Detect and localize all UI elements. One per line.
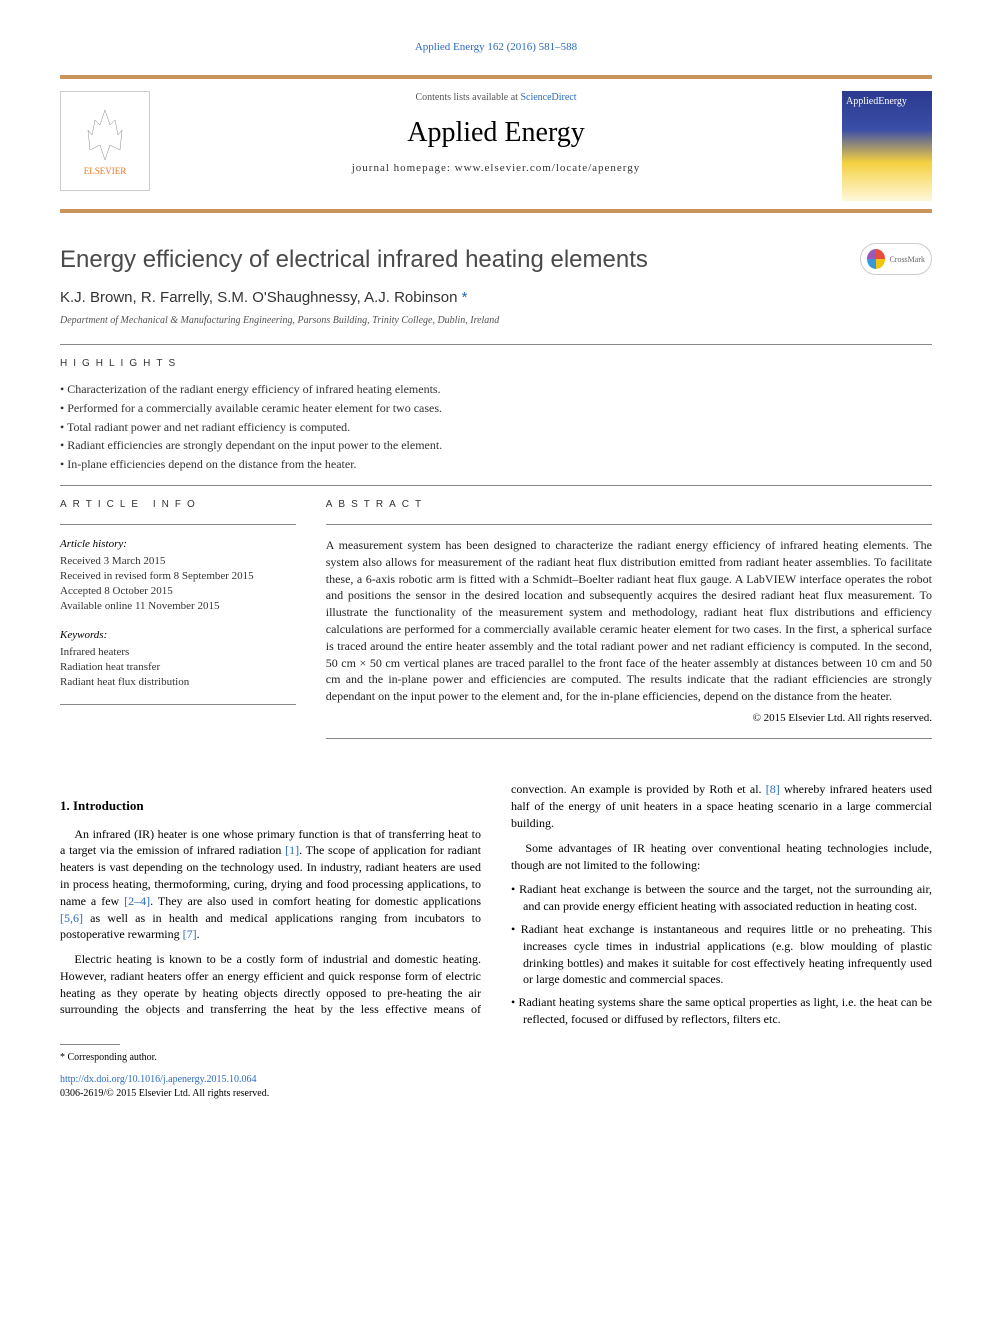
para-text: as well as in health and medical applica… (60, 911, 481, 942)
history-block: Article history: Received 3 March 2015 R… (60, 537, 296, 614)
history-line: Accepted 8 October 2015 (60, 584, 296, 599)
affiliation: Department of Mechanical & Manufacturing… (60, 314, 932, 328)
corresponding-marker[interactable]: * (462, 289, 468, 306)
cover-title: AppliedEnergy (846, 95, 928, 109)
rule (60, 524, 296, 525)
journal-cover[interactable]: AppliedEnergy (842, 91, 932, 201)
highlights-header: HIGHLIGHTS (60, 357, 932, 371)
body-columns: 1. Introduction An infrared (IR) heater … (60, 781, 932, 1027)
para: An infrared (IR) heater is one whose pri… (60, 826, 481, 944)
article-info-header: ARTICLE INFO (60, 498, 296, 512)
rule (326, 524, 932, 525)
elsevier-label: ELSEVIER (84, 165, 127, 178)
sciencedirect-link[interactable]: ScienceDirect (520, 92, 576, 103)
title-row: Energy efficiency of electrical infrared… (60, 243, 932, 277)
journal-title: Applied Energy (150, 113, 842, 152)
crossmark-label: CrossMark (889, 254, 925, 265)
highlight-item: Total radiant power and net radiant effi… (60, 419, 932, 436)
info-abstract-row: ARTICLE INFO Article history: Received 3… (60, 498, 932, 751)
history-label: Article history: (60, 537, 296, 552)
header-rule (60, 209, 932, 213)
doi-block: http://dx.doi.org/10.1016/j.apenergy.201… (60, 1073, 932, 1101)
crossmark-icon (867, 249, 885, 269)
para: Some advantages of IR heating over conve… (511, 840, 932, 874)
ref-link[interactable]: [8] (766, 782, 780, 796)
ref-link[interactable]: [1] (285, 843, 299, 857)
elsevier-logo[interactable]: ELSEVIER (60, 91, 150, 191)
para-text: . (197, 927, 200, 941)
tree-icon (80, 105, 130, 165)
keywords-label: Keywords: (60, 628, 296, 643)
authors-list: K.J. Brown, R. Farrelly, S.M. O'Shaughne… (60, 289, 462, 306)
abstract-col: ABSTRACT A measurement system has been d… (326, 498, 932, 751)
rule (60, 704, 296, 705)
keyword: Radiation heat transfer (60, 660, 296, 675)
article-title: Energy efficiency of electrical infrared… (60, 243, 860, 277)
abstract-text: A measurement system has been designed t… (326, 537, 932, 705)
ref-link[interactable]: [5,6] (60, 911, 83, 925)
highlights-list: Characterization of the radiant energy e… (60, 381, 932, 473)
rule (326, 738, 932, 739)
header-center: Contents lists available at ScienceDirec… (150, 91, 842, 176)
advantage-item: Radiant heat exchange is between the sou… (511, 881, 932, 915)
highlight-item: In-plane efficiencies depend on the dist… (60, 456, 932, 473)
highlight-item: Characterization of the radiant energy e… (60, 381, 932, 398)
authors: K.J. Brown, R. Farrelly, S.M. O'Shaughne… (60, 287, 932, 308)
ref-link[interactable]: [2–4] (124, 894, 150, 908)
history-line: Received 3 March 2015 (60, 554, 296, 569)
para-text: . They are also used in comfort heating … (150, 894, 481, 908)
history-line: Received in revised form 8 September 201… (60, 569, 296, 584)
ref-link[interactable]: [7] (183, 927, 197, 941)
homepage-label: journal homepage: (352, 162, 455, 174)
advantage-item: Radiant heating systems share the same o… (511, 994, 932, 1028)
advantage-item: Radiant heat exchange is instantaneous a… (511, 921, 932, 988)
advantages-list: Radiant heat exchange is between the sou… (511, 881, 932, 1027)
issn-copyright: 0306-2619/© 2015 Elsevier Ltd. All right… (60, 1088, 269, 1099)
abstract-copyright: © 2015 Elsevier Ltd. All rights reserved… (326, 711, 932, 726)
article-info-col: ARTICLE INFO Article history: Received 3… (60, 498, 296, 751)
contents-line: Contents lists available at ScienceDirec… (150, 91, 842, 105)
keywords-block: Keywords: Infrared heaters Radiation hea… (60, 628, 296, 690)
history-line: Available online 11 November 2015 (60, 599, 296, 614)
section-heading: 1. Introduction (60, 797, 481, 815)
contents-prefix: Contents lists available at (415, 92, 520, 103)
abstract-header: ABSTRACT (326, 498, 932, 512)
keyword: Radiant heat flux distribution (60, 675, 296, 690)
homepage-url[interactable]: www.elsevier.com/locate/apenergy (455, 162, 641, 174)
rule (60, 344, 932, 345)
doi-link[interactable]: http://dx.doi.org/10.1016/j.apenergy.201… (60, 1074, 256, 1085)
corresponding-note: * Corresponding author. (60, 1051, 932, 1065)
keyword: Infrared heaters (60, 645, 296, 660)
journal-homepage: journal homepage: www.elsevier.com/locat… (150, 161, 842, 176)
journal-header: ELSEVIER Contents lists available at Sci… (60, 75, 932, 201)
footer-rule (60, 1044, 120, 1045)
highlight-item: Performed for a commercially available c… (60, 400, 932, 417)
highlight-item: Radiant efficiencies are strongly depend… (60, 437, 932, 454)
rule (60, 485, 932, 486)
crossmark-badge[interactable]: CrossMark (860, 243, 932, 275)
top-citation[interactable]: Applied Energy 162 (2016) 581–588 (60, 40, 932, 55)
